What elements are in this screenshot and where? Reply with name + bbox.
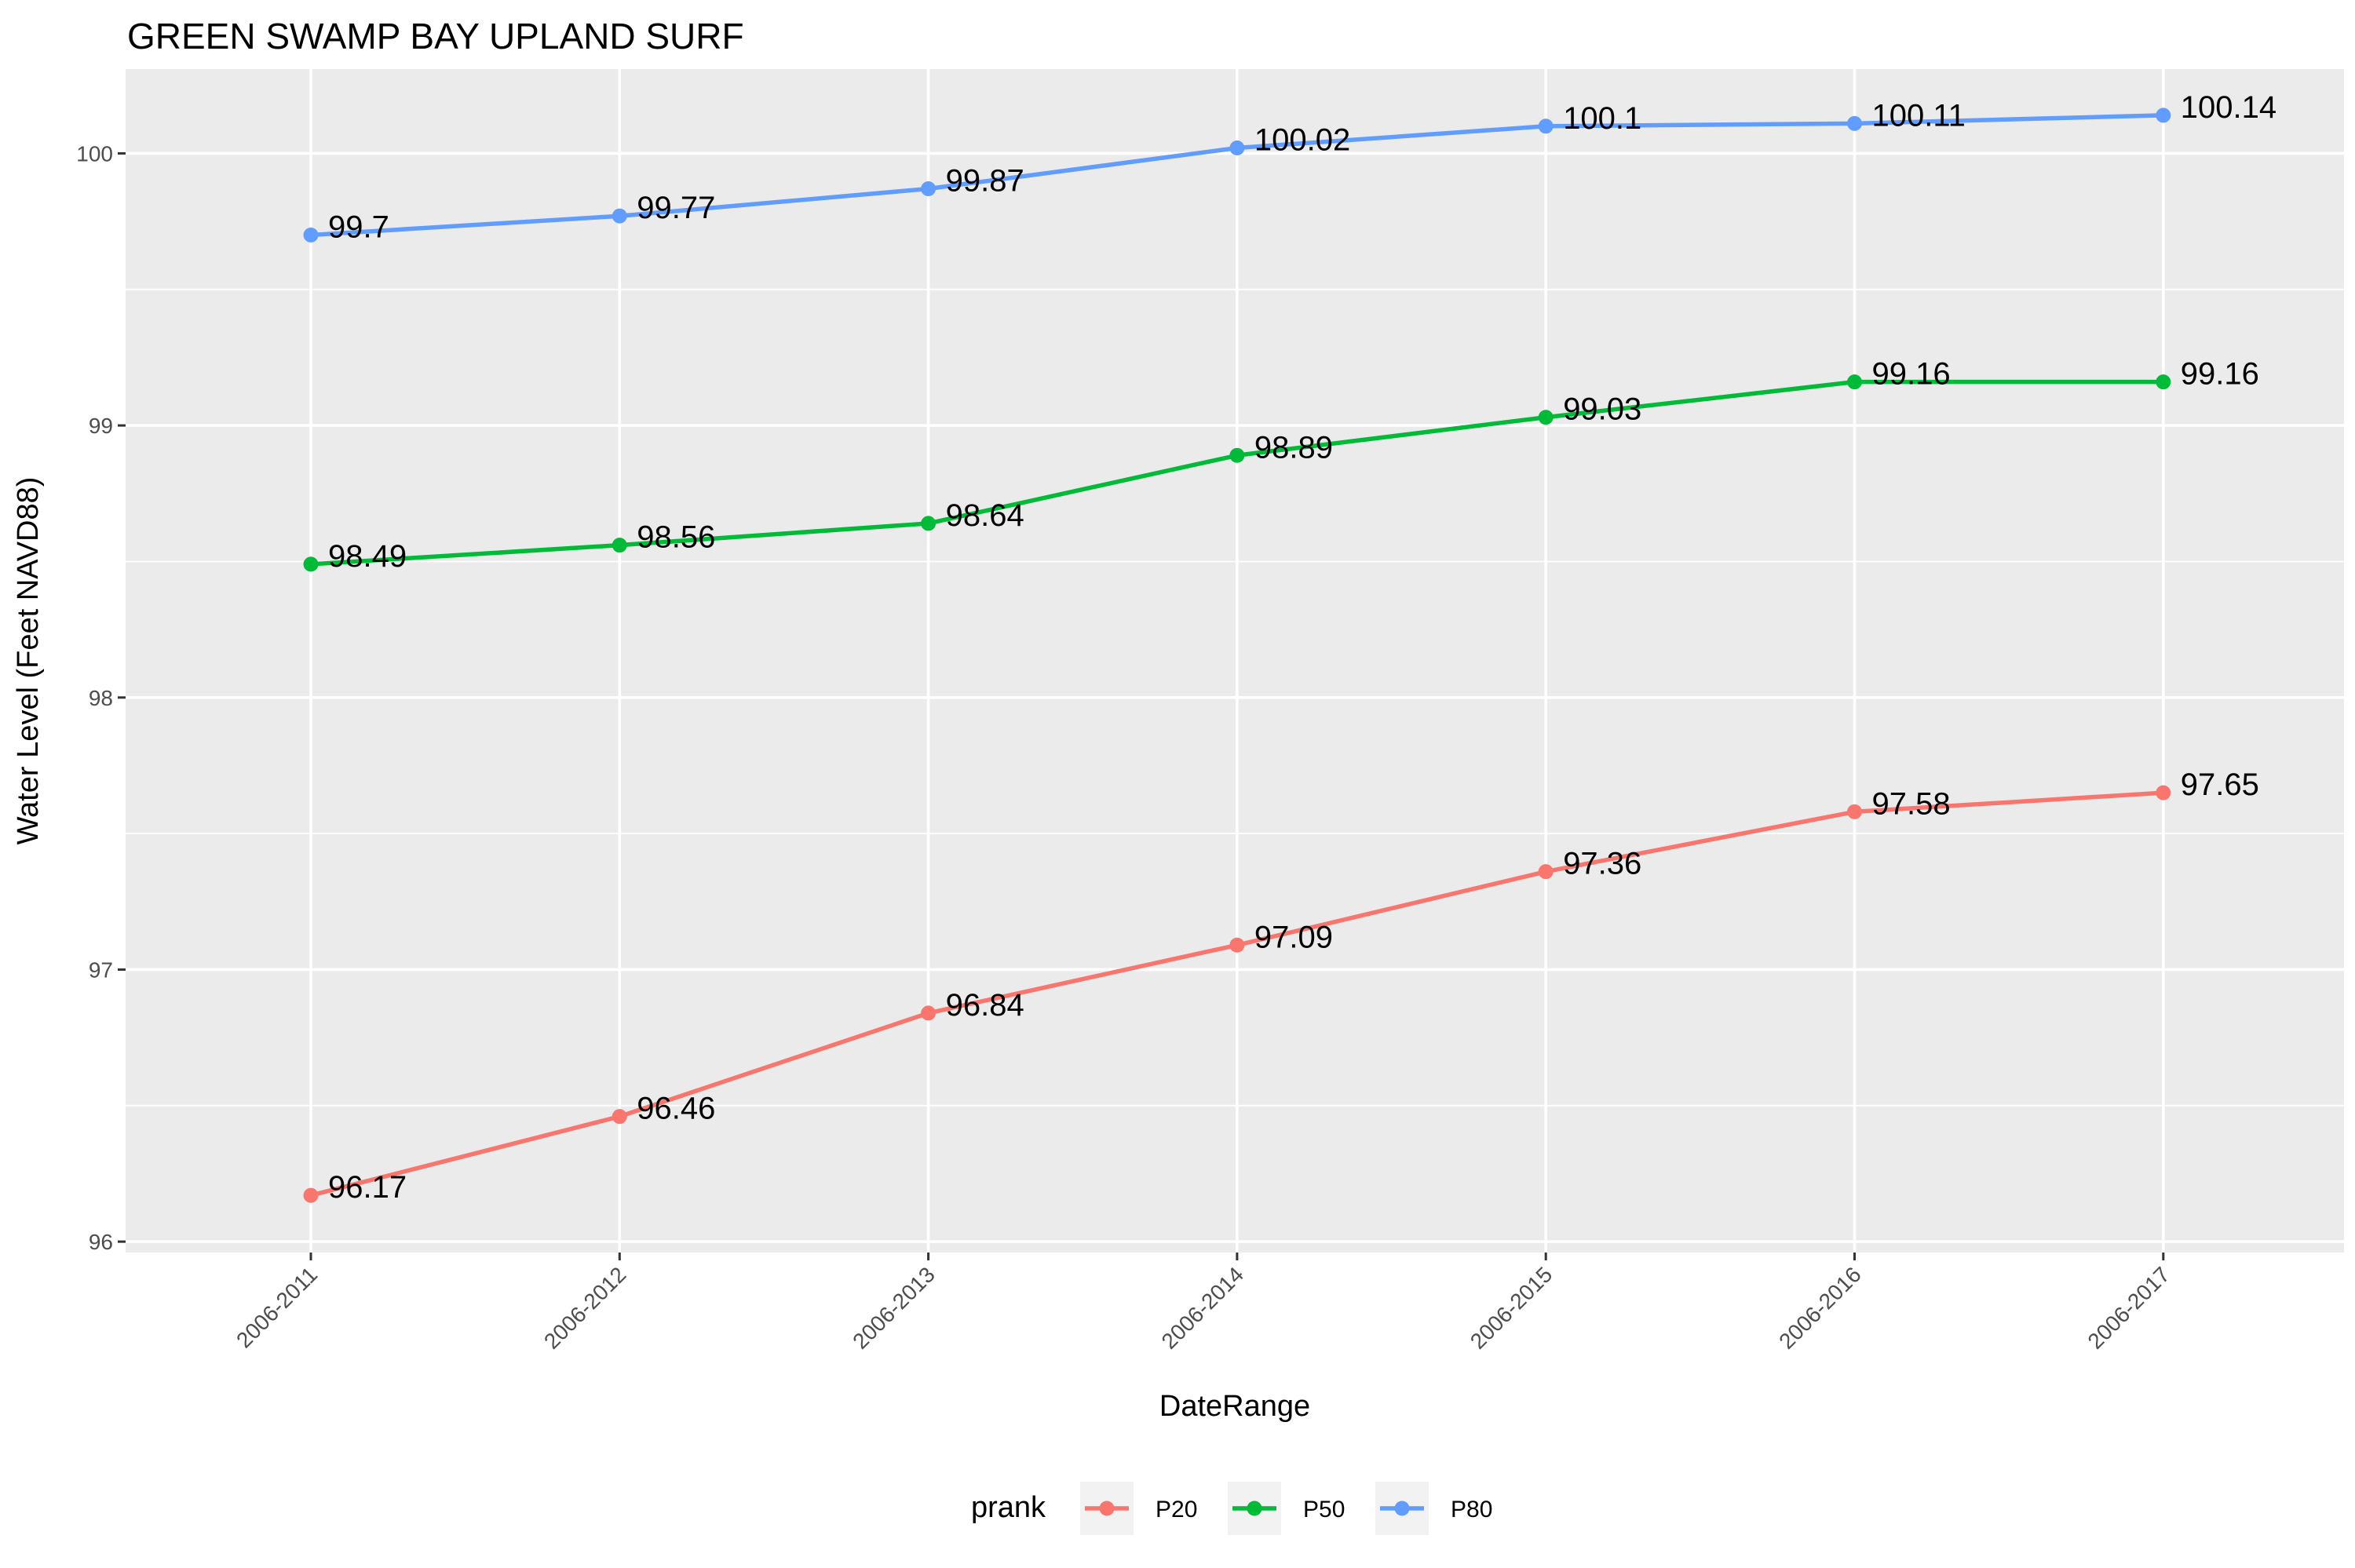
data-point-p50 <box>2156 374 2171 390</box>
data-label-p20: 96.46 <box>637 1092 715 1126</box>
data-label-p80: 100.14 <box>2181 90 2276 125</box>
legend-label-p20: P20 <box>1156 1497 1197 1522</box>
data-point-p20 <box>612 1109 627 1125</box>
y-tick-label: 98 <box>89 686 113 710</box>
data-label-p20: 97.58 <box>1872 786 1951 821</box>
data-point-p50 <box>303 556 319 572</box>
data-labels: 96.17 96.46 96.84 97.09 97.36 97.58 97.65 98.49… <box>328 90 2276 1205</box>
data-label-p20: 96.84 <box>946 988 1024 1023</box>
data-label-p20: 97.09 <box>1254 920 1333 954</box>
data-point-p80 <box>2156 108 2171 123</box>
data-point-p20 <box>2156 785 2171 800</box>
data-label-p80: 99.77 <box>637 191 715 225</box>
data-label-p50: 98.89 <box>1254 430 1333 465</box>
data-point-p20 <box>1538 864 1554 880</box>
data-point-p80 <box>921 181 937 197</box>
x-tick-label: 2006-2013 <box>848 1262 940 1354</box>
data-label-p80: 100.1 <box>1563 101 1641 136</box>
x-tick-label: 2006-2016 <box>1774 1262 1866 1354</box>
y-axis-title: Water Level (Feet NAVD88) <box>12 477 45 845</box>
x-tick-label: 2006-2015 <box>1466 1262 1557 1354</box>
data-label-p50: 98.49 <box>328 539 407 574</box>
legend-point-p80 <box>1394 1501 1410 1516</box>
legend-point-p50 <box>1247 1501 1262 1516</box>
x-tick-label: 2006-2012 <box>539 1262 631 1354</box>
data-point-p50 <box>612 538 627 553</box>
data-label-p50: 99.16 <box>1872 357 1951 392</box>
y-axis: 96 97 98 99 100 <box>76 141 126 1254</box>
series-points <box>303 108 2171 1203</box>
data-point-p50 <box>1538 410 1554 425</box>
x-tick-label: 2006-2014 <box>1157 1262 1249 1354</box>
data-label-p50: 99.16 <box>2181 357 2259 392</box>
data-label-p50: 98.56 <box>637 520 715 555</box>
x-axis: 2006-2011 2006-2012 2006-2013 2006-2014 2006… <box>232 1253 2174 1354</box>
data-point-p50 <box>921 516 937 531</box>
data-label-p20: 97.65 <box>2181 768 2259 802</box>
x-tick-label: 2006-2011 <box>232 1262 322 1352</box>
data-point-p50 <box>1229 447 1245 463</box>
data-point-p80 <box>1229 140 1245 156</box>
data-point-p20 <box>303 1187 319 1203</box>
data-label-p20: 97.36 <box>1563 847 1641 881</box>
data-point-p20 <box>921 1005 937 1021</box>
legend-point-p20 <box>1099 1501 1115 1516</box>
data-label-p80: 99.87 <box>946 164 1024 199</box>
legend: prank P20 P50 P80 <box>971 1482 1492 1535</box>
data-point-p20 <box>1229 937 1245 953</box>
plot-panel <box>126 69 2344 1253</box>
y-tick-label: 100 <box>76 141 113 166</box>
y-tick-label: 96 <box>89 1230 113 1254</box>
data-point-p80 <box>1847 115 1862 131</box>
y-tick-label: 97 <box>89 957 113 982</box>
data-point-p80 <box>1538 119 1554 134</box>
data-point-p20 <box>1847 804 1862 819</box>
legend-label-p50: P50 <box>1303 1497 1345 1522</box>
data-label-p80: 99.7 <box>328 210 389 244</box>
chart-title: GREEN SWAMP BAY UPLAND SURF <box>127 16 744 57</box>
data-label-p80: 100.02 <box>1254 123 1350 158</box>
data-label-p20: 96.17 <box>328 1170 407 1205</box>
data-point-p80 <box>612 208 627 224</box>
data-label-p50: 98.64 <box>946 498 1024 533</box>
x-tick-label: 2006-2017 <box>2083 1262 2174 1354</box>
y-tick-label: 99 <box>89 414 113 438</box>
legend-label-p80: P80 <box>1451 1497 1492 1522</box>
data-label-p80: 100.11 <box>1872 98 1966 133</box>
data-label-p50: 99.03 <box>1563 392 1641 427</box>
data-point-p80 <box>303 227 319 242</box>
legend-title: prank <box>971 1491 1046 1524</box>
x-axis-title: DateRange <box>1159 1390 1310 1423</box>
data-point-p50 <box>1847 374 1862 390</box>
grid-lines <box>126 69 2344 1253</box>
